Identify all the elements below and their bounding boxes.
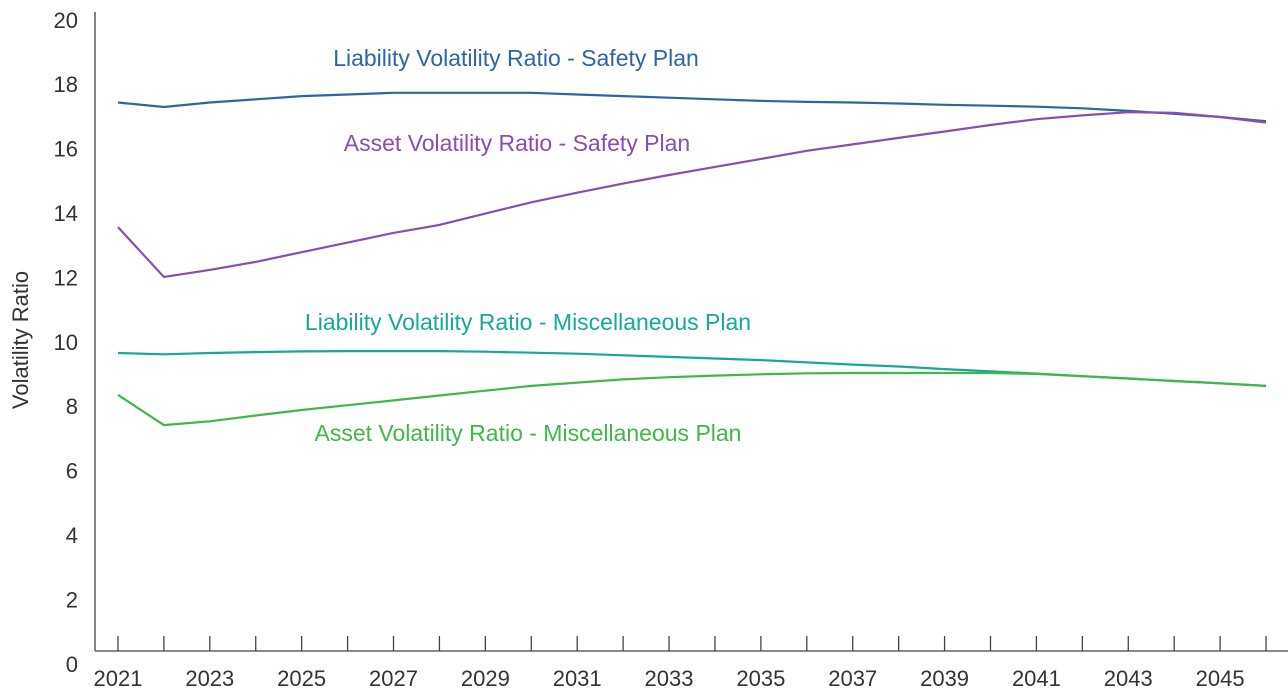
x-tick-label: 2029 — [461, 666, 510, 691]
y-tick-label: 2 — [66, 587, 78, 612]
legend-label: Liability Volatility Ratio - Safety Plan — [333, 45, 699, 71]
y-axis-label: Volatility Ratio — [8, 271, 33, 409]
y-tick-label: 18 — [54, 72, 78, 97]
legend-label: Liability Volatility Ratio - Miscellaneo… — [305, 309, 751, 335]
series-line — [117, 111, 1267, 279]
y-tick-label: 0 — [66, 652, 78, 677]
y-tick-label: 14 — [54, 201, 78, 226]
legend-label: Asset Volatility Ratio - Miscellaneous P… — [315, 420, 742, 446]
series-line — [117, 91, 1267, 123]
x-tick-label: 2045 — [1196, 666, 1245, 691]
y-tick-label: 12 — [54, 265, 78, 290]
y-tick-label: 16 — [54, 137, 78, 162]
legend-label: Asset Volatility Ratio - Safety Plan — [344, 130, 690, 156]
x-tick-label: 2043 — [1104, 666, 1153, 691]
y-tick-label: 10 — [54, 330, 78, 355]
x-tick-label: 2035 — [736, 666, 785, 691]
y-tick-label: 8 — [66, 394, 78, 419]
x-tick-label: 2023 — [185, 666, 234, 691]
series-line — [117, 350, 1267, 387]
x-tick-label: 2033 — [645, 666, 694, 691]
x-tick-label: 2027 — [369, 666, 418, 691]
y-tick-label: 6 — [66, 459, 78, 484]
y-tick-label: 20 — [54, 8, 78, 33]
x-tick-label: 2039 — [920, 666, 969, 691]
x-tick-label: 2037 — [828, 666, 877, 691]
x-tick-label: 2041 — [1012, 666, 1061, 691]
x-tick-label: 2025 — [277, 666, 326, 691]
series-line — [117, 371, 1267, 427]
x-tick-label: 2021 — [93, 666, 142, 691]
y-tick-label: 4 — [66, 523, 78, 548]
x-tick-label: 2031 — [553, 666, 602, 691]
